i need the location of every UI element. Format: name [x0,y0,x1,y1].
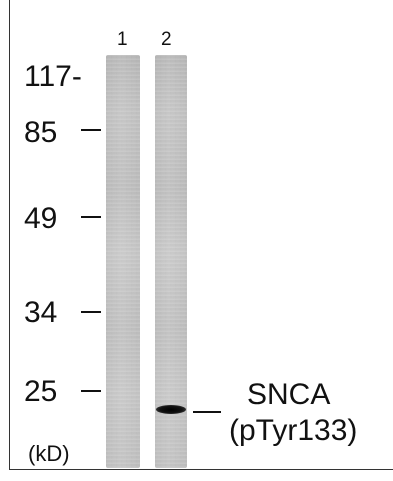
lane-1-strip [106,55,140,468]
lane-2-strip [155,55,187,468]
target-indicator-line [193,411,221,413]
marker-tick-85 [81,129,101,131]
marker-label-49: 49 [24,202,58,235]
unit-label: (kD) [28,441,70,466]
target-name: SNCA [247,378,331,411]
marker-tick-34 [81,311,101,313]
marker-tick-25 [81,390,101,392]
lane-number-2: 2 [161,29,172,50]
marker-label-25: 25 [24,375,58,408]
target-site: (pTyr133) [229,414,358,447]
snca-band [156,405,186,414]
marker-label-85: 85 [24,116,58,149]
left-border [9,0,10,470]
marker-label-117: 117- [24,60,82,93]
marker-tick-49 [81,216,101,218]
lane-number-1: 1 [117,29,128,50]
marker-label-34: 34 [24,296,58,329]
bottom-border [9,469,393,470]
lane-2-texture [155,55,187,468]
lane-1-texture [106,55,140,468]
